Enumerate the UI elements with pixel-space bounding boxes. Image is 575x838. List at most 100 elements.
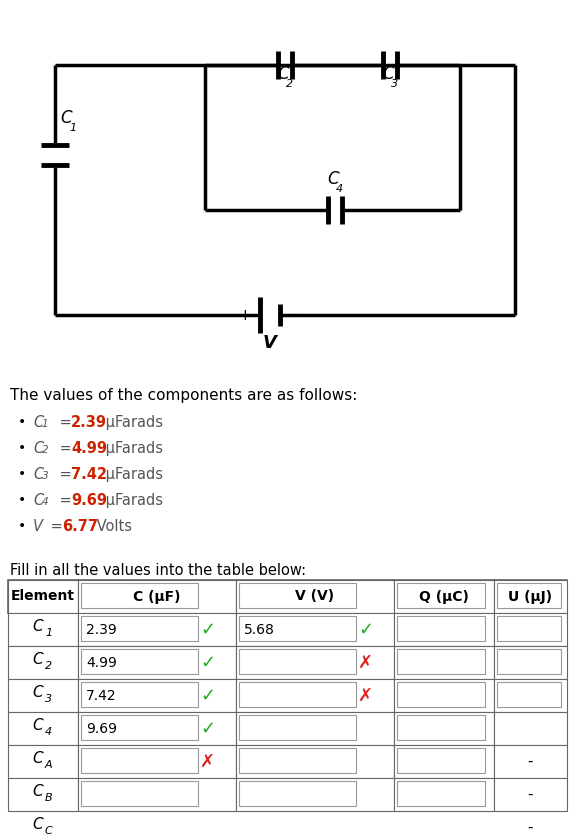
Text: =: = [55, 467, 76, 482]
Bar [8, 646, 78, 679]
Text: ✓: ✓ [200, 654, 216, 671]
Bar [494, 580, 567, 613]
Text: ✗: ✗ [200, 753, 216, 770]
Text: 9.69: 9.69 [71, 493, 107, 508]
Text: -: - [528, 787, 533, 802]
Text: C: C [32, 751, 43, 766]
Bar [497, 616, 561, 641]
Bar [397, 649, 485, 674]
Text: V (V): V (V) [296, 589, 335, 603]
Text: C: C [45, 825, 53, 835]
Text: Q (μC): Q (μC) [419, 589, 469, 603]
Text: C: C [32, 652, 43, 667]
Bar [8, 580, 78, 613]
Text: =: = [46, 519, 67, 534]
Bar [394, 679, 494, 712]
Bar [78, 580, 236, 613]
Text: Element: Element [11, 589, 75, 603]
Text: 2.39: 2.39 [86, 623, 117, 637]
Bar [494, 613, 567, 646]
Text: =: = [55, 441, 76, 456]
Text: μFarads: μFarads [101, 415, 163, 430]
Bar [81, 715, 198, 740]
Text: 4: 4 [42, 497, 49, 507]
Bar [239, 781, 356, 806]
Text: 4: 4 [45, 727, 52, 737]
Text: C: C [33, 467, 43, 482]
Text: 7.42: 7.42 [86, 689, 117, 702]
Text: •: • [18, 441, 26, 455]
Bar [81, 748, 198, 773]
Text: =: = [55, 493, 76, 508]
Bar [394, 580, 494, 613]
Text: ✗: ✗ [358, 686, 374, 705]
Bar [394, 745, 494, 778]
Bar [81, 616, 198, 641]
Text: Fill in all the values into the table below:: Fill in all the values into the table be… [10, 563, 306, 578]
Bar [394, 613, 494, 646]
Bar [236, 745, 394, 778]
Text: •: • [18, 467, 26, 481]
Text: 4.99: 4.99 [71, 441, 107, 456]
Text: 6.77: 6.77 [62, 519, 98, 534]
Bar [494, 712, 567, 745]
Bar [8, 745, 78, 778]
Bar [397, 682, 485, 707]
Bar [494, 580, 567, 613]
Text: V: V [33, 519, 43, 534]
Bar [81, 682, 198, 707]
Text: 1: 1 [45, 628, 52, 638]
Text: +: + [239, 308, 251, 323]
Text: •: • [18, 519, 26, 533]
Text: ✓: ✓ [200, 686, 216, 705]
Text: C: C [32, 784, 43, 799]
Text: 3: 3 [45, 694, 52, 703]
Text: 9.69: 9.69 [86, 722, 117, 736]
Text: −: − [287, 306, 301, 324]
Bar [239, 682, 356, 707]
Text: ✗: ✗ [358, 654, 374, 671]
Bar [8, 580, 78, 613]
Bar [397, 748, 485, 773]
Text: -: - [528, 754, 533, 769]
Text: 1: 1 [69, 123, 76, 133]
Bar [394, 580, 494, 613]
Bar [239, 583, 356, 608]
Text: 2: 2 [45, 660, 52, 670]
Bar [236, 613, 394, 646]
Text: 5.68: 5.68 [244, 623, 275, 637]
Text: ✓: ✓ [200, 620, 216, 639]
Text: -: - [528, 820, 533, 835]
Bar [236, 679, 394, 712]
Bar [239, 748, 356, 773]
Text: Volts: Volts [92, 519, 132, 534]
Bar [236, 778, 394, 811]
Bar [494, 646, 567, 679]
Bar [494, 679, 567, 712]
Bar [397, 715, 485, 740]
Text: ✓: ✓ [200, 720, 216, 737]
Text: A: A [45, 759, 53, 769]
Text: C: C [32, 817, 43, 832]
Text: μFarads: μFarads [101, 441, 163, 456]
Bar [494, 778, 567, 811]
Bar [8, 712, 78, 745]
Text: 4.99: 4.99 [86, 655, 117, 670]
Bar [81, 583, 198, 608]
Bar [394, 646, 494, 679]
Text: C (μF): C (μF) [133, 589, 181, 603]
Bar [397, 781, 485, 806]
Bar [397, 616, 485, 641]
Bar [8, 679, 78, 712]
Text: C: C [277, 65, 289, 83]
Text: C: C [32, 685, 43, 700]
Text: 2: 2 [286, 79, 293, 89]
Text: μFarads: μFarads [101, 493, 163, 508]
Text: C: C [327, 170, 339, 188]
Text: •: • [18, 415, 26, 429]
Bar [78, 646, 236, 679]
Bar [78, 613, 236, 646]
Text: μFarads: μFarads [101, 467, 163, 482]
Bar [497, 682, 561, 707]
Text: 3: 3 [42, 471, 49, 481]
